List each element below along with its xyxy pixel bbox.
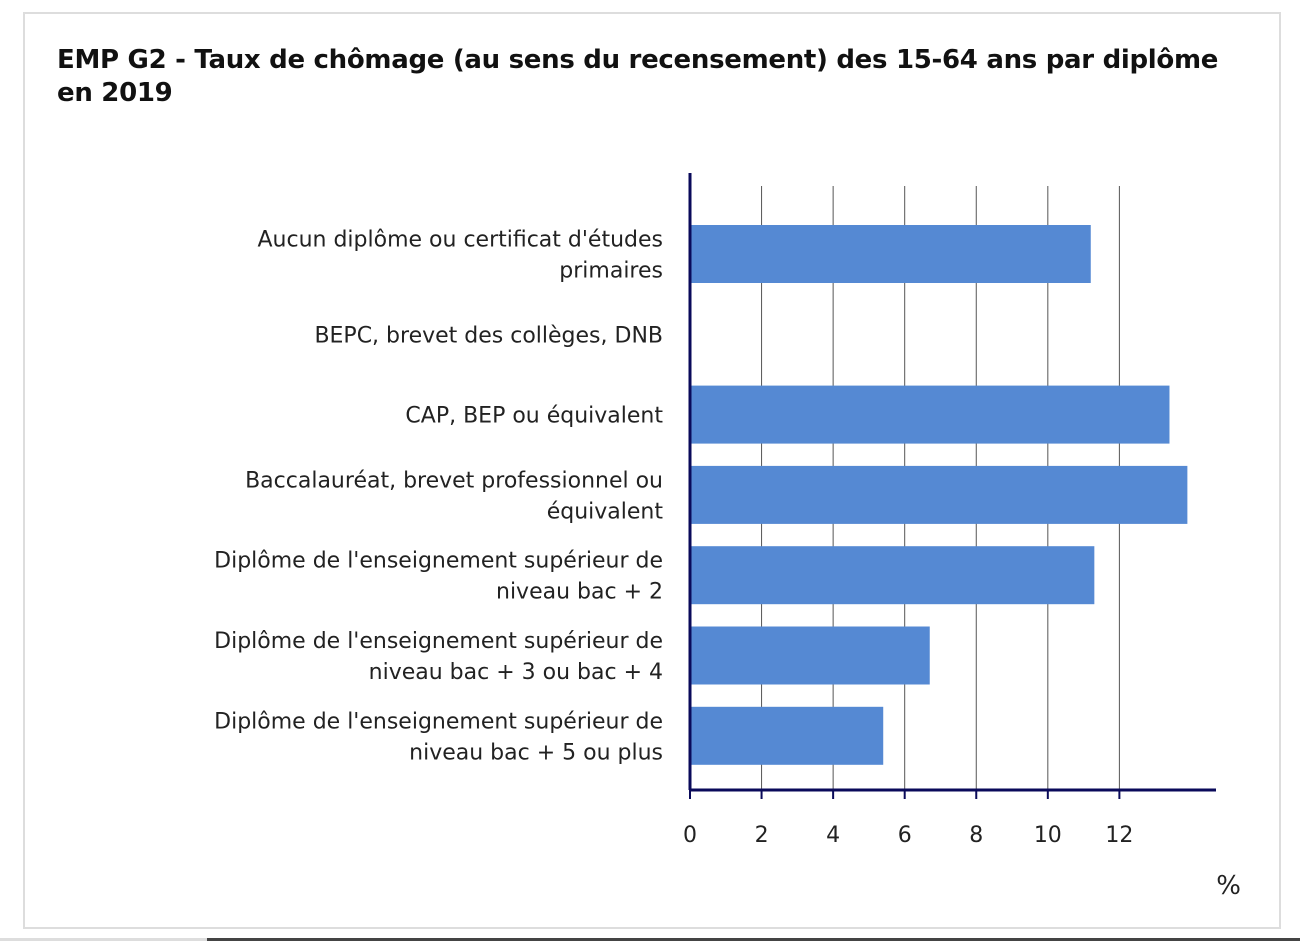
category-label: BEPC, brevet des collèges, DNB (314, 323, 663, 348)
chart-title: EMP G2 - Taux de chômage (au sens du rec… (57, 45, 1219, 108)
x-tick-label: 4 (826, 823, 840, 848)
category-label: niveau bac + 2 (496, 580, 663, 605)
category-label: primaires (559, 259, 663, 284)
page-bottom-rule-left (0, 938, 207, 941)
x-tick-label: 6 (898, 823, 912, 848)
category-labels: Aucun diplôme ou certificat d'études prim… (214, 228, 663, 766)
category-label: CAP, BEP ou équivalent (405, 404, 663, 429)
bar-2 (690, 385, 1170, 444)
category-label: Baccalauréat, brevet professionnel ou (245, 468, 663, 493)
category-label: niveau bac + 3 ou bac + 4 (369, 660, 663, 685)
category-label: niveau bac + 5 ou plus (409, 740, 663, 765)
x-tick-labels: 0 2 4 6 8 10 12 (683, 823, 1133, 848)
category-label: Diplôme de l'enseignement supérieur de (214, 629, 663, 654)
page-bottom-rule (0, 938, 1300, 941)
bars (690, 225, 1188, 765)
x-tick-label: 10 (1034, 823, 1062, 848)
x-tick-label: 0 (683, 823, 697, 848)
category-label: Diplôme de l'enseignement supérieur de (214, 709, 663, 734)
axes (688, 173, 1216, 792)
category-label: Diplôme de l'enseignement supérieur de (214, 549, 663, 574)
category-label: équivalent (547, 499, 664, 524)
x-tick-label: 2 (755, 823, 769, 848)
bar-3 (690, 465, 1188, 524)
x-tick-label: 8 (969, 823, 983, 848)
x-tick-label: 12 (1105, 823, 1133, 848)
bar-0 (690, 225, 1091, 283)
bar-4 (690, 546, 1095, 605)
bar-5 (690, 626, 930, 685)
category-label: Aucun diplôme ou certificat d'études (258, 228, 664, 253)
x-axis-unit-label: % (1216, 871, 1241, 901)
bar-6 (690, 706, 884, 765)
